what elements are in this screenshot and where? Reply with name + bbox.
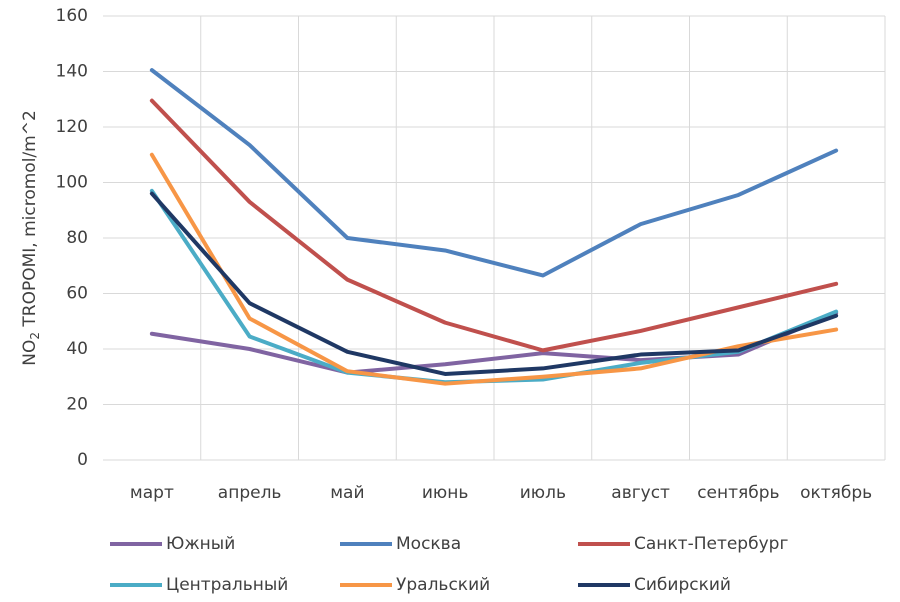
legend-label: Санкт-Петербург [634, 534, 788, 554]
y-axis-label: NO2 TROPOMI, micromol/m^2 [20, 110, 42, 366]
y-tick-label: 160 [56, 6, 88, 26]
x-tick-label: май [330, 483, 364, 503]
legend-label: Центральный [166, 575, 288, 595]
y-tick-label: 100 [56, 173, 88, 193]
x-tick-label: март [130, 483, 174, 503]
series-line [149, 68, 839, 278]
legend-label: Москва [396, 534, 461, 554]
legend-label: Южный [166, 534, 235, 554]
series-line [149, 191, 839, 376]
legend-label: Сибирский [634, 575, 731, 595]
y-label-part: TROPOMI, micromol/m^2 [20, 110, 40, 332]
y-label-part: NO [20, 340, 40, 366]
x-tick-label: июнь [422, 483, 469, 503]
series-line [149, 98, 839, 353]
y-tick-label: 60 [66, 284, 88, 304]
legend-label: Уральский [396, 575, 490, 595]
y-tick-label: 120 [56, 117, 88, 137]
x-tick-label: апрель [218, 483, 282, 503]
x-tick-label: октябрь [800, 483, 872, 503]
x-tick-label: сентябрь [697, 483, 779, 503]
y-tick-label: 80 [66, 228, 88, 248]
y-tick-label: 20 [66, 395, 88, 415]
y-label-subscript: 2 [28, 332, 42, 340]
y-tick-label: 140 [56, 62, 88, 82]
y-tick-label: 40 [66, 339, 88, 359]
y-tick-label: 0 [77, 450, 88, 470]
x-tick-label: июль [520, 483, 566, 503]
x-tick-label: август [611, 483, 670, 503]
